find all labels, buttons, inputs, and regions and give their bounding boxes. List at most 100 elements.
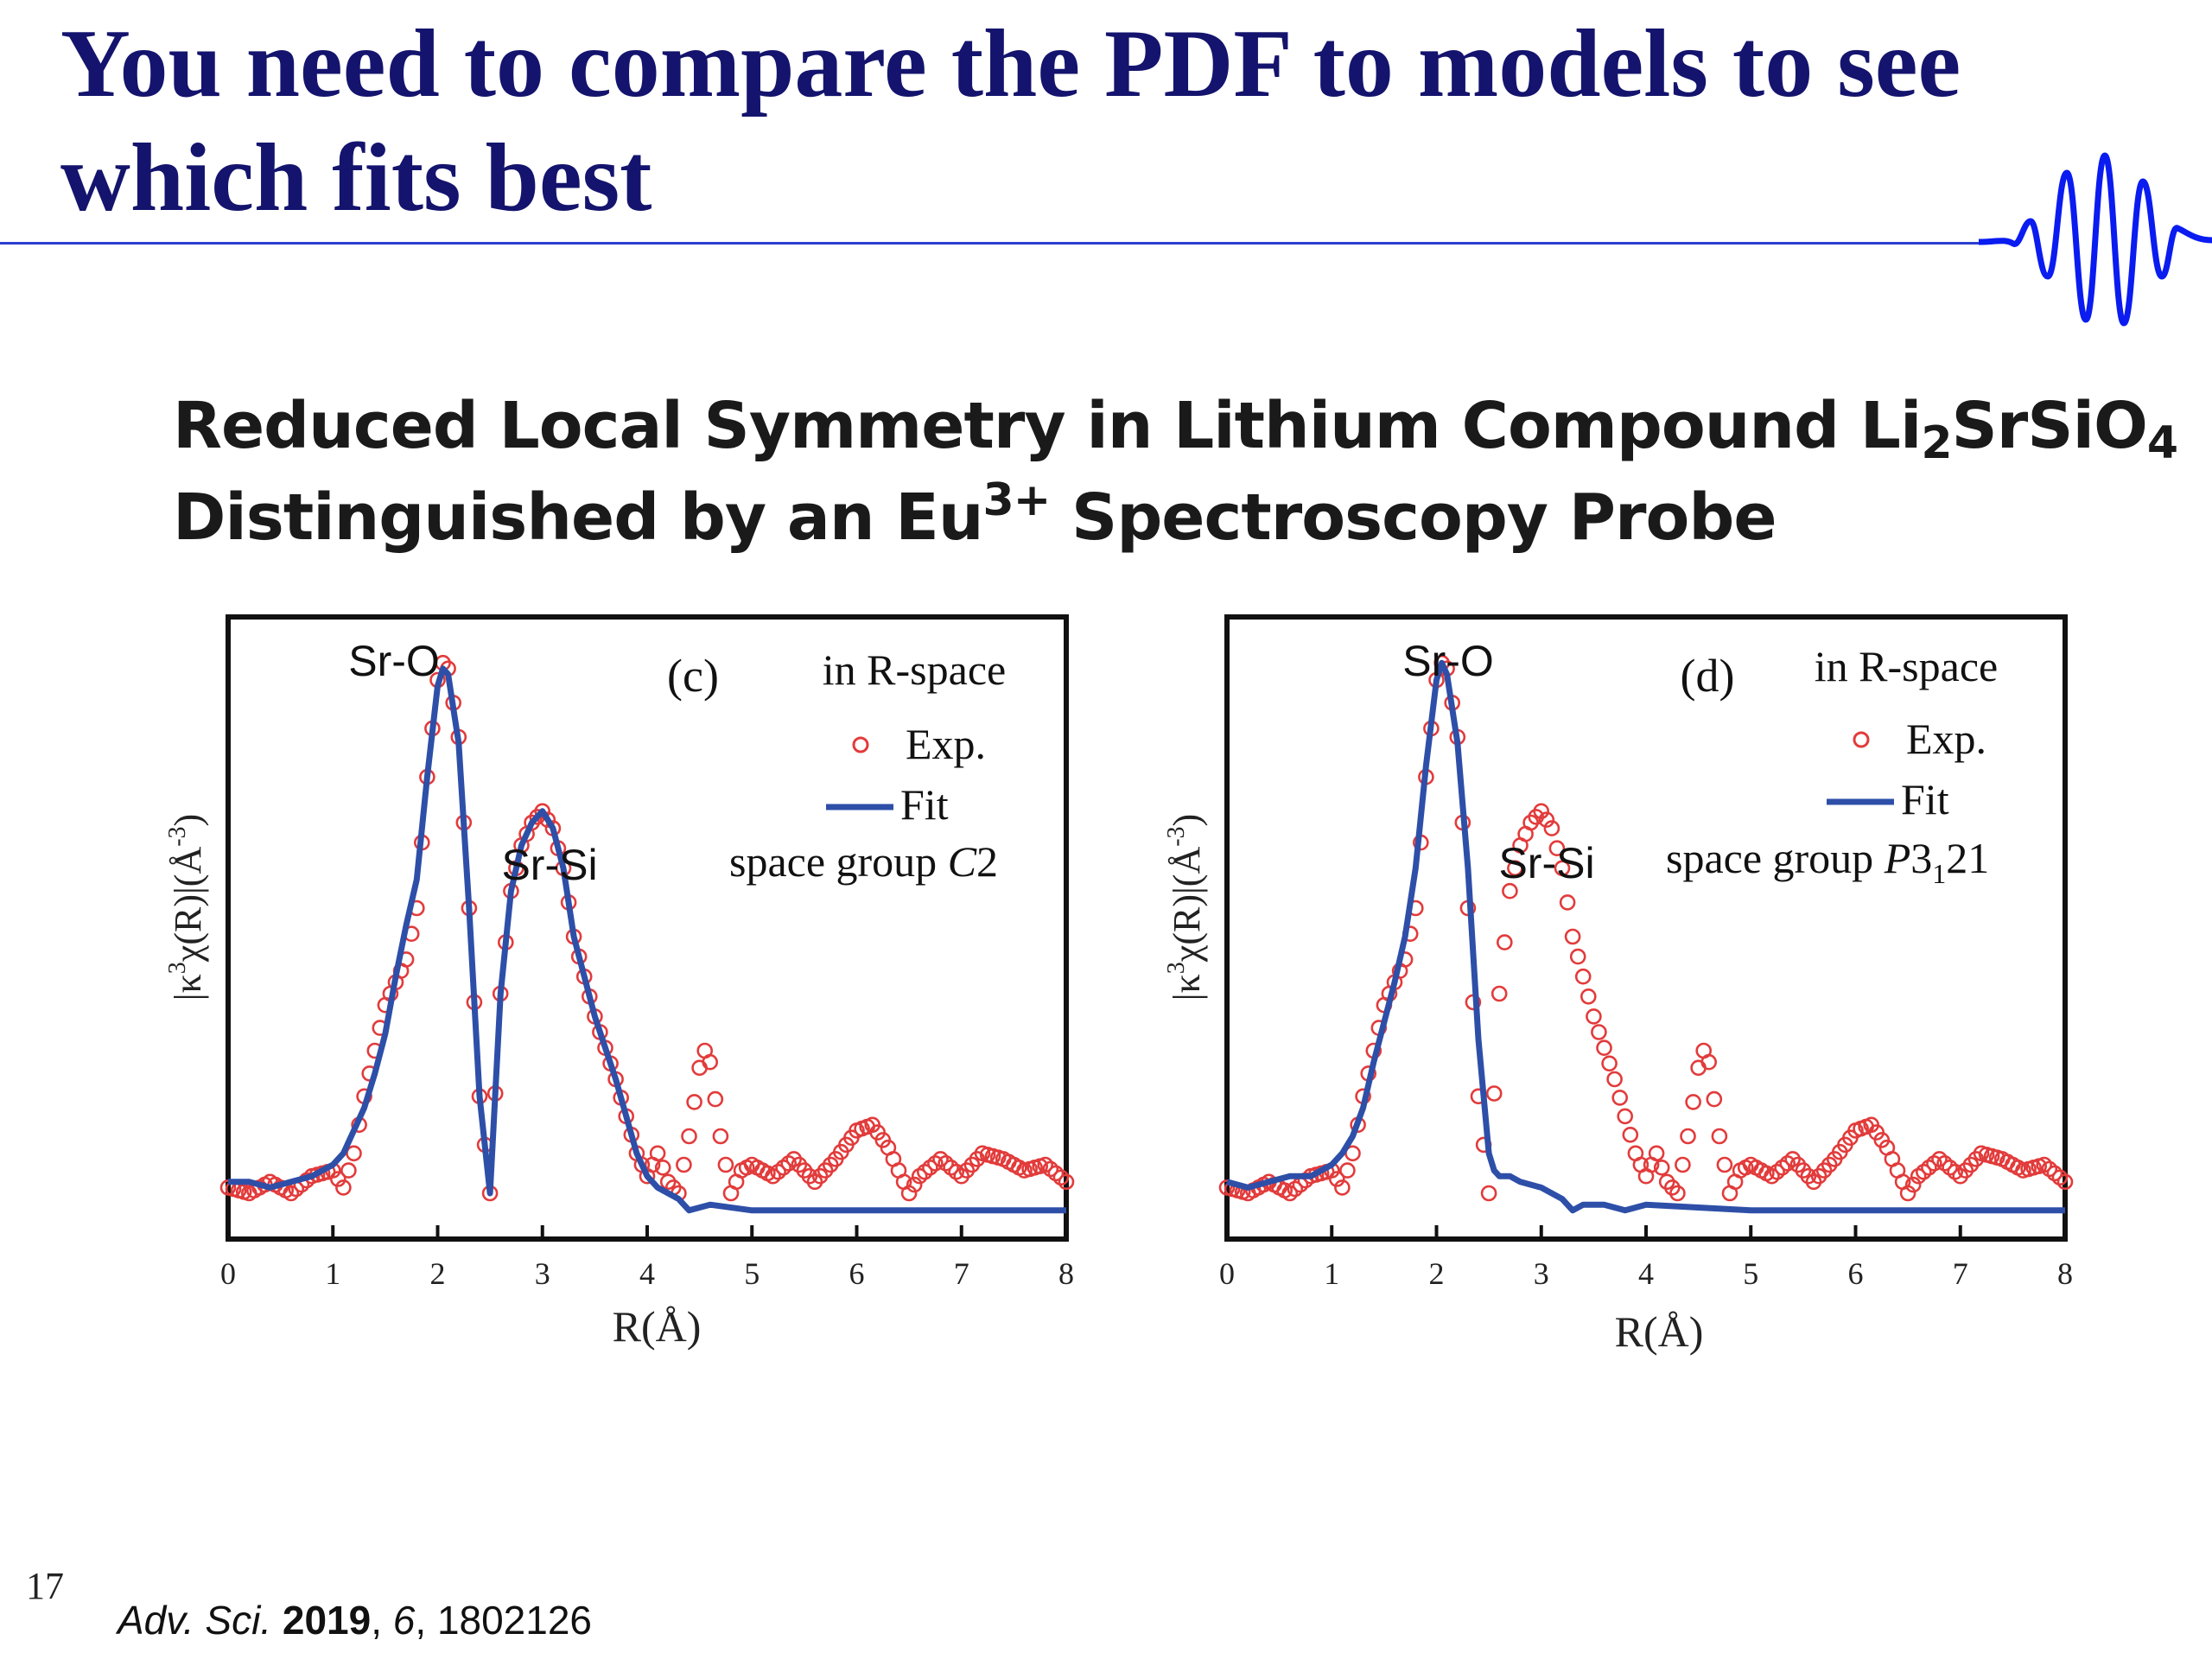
fit-line: [228, 665, 1066, 1214]
x-tick-label: 5: [1743, 1256, 1758, 1291]
exp-point: [534, 803, 551, 820]
citation-sep2: ,: [371, 1598, 393, 1643]
exp-point: [1502, 882, 1518, 899]
x-tick-labels: 0 1 2 3 4 5 6 7 8: [1219, 1256, 2073, 1291]
legend-exp-label: Exp.: [1906, 715, 1986, 763]
exp-point: [1491, 985, 1508, 1002]
exp-point: [681, 1128, 697, 1145]
exp-point: [707, 1090, 724, 1108]
slide-title: You need to compare the PDF to models to…: [60, 7, 2048, 235]
exp-point: [1564, 928, 1581, 945]
y-axis-label: |κ3χ(R)|(Å-3): [1163, 814, 1208, 1001]
x-ticks: [226, 1225, 1068, 1241]
exp-point: [539, 811, 556, 828]
citation-sep3: ,: [415, 1598, 437, 1643]
exp-point: [1716, 1156, 1733, 1173]
exp-point: [1548, 840, 1566, 857]
exp-point: [938, 1154, 954, 1172]
x-tick-label: 4: [1638, 1256, 1654, 1291]
paper-title-sub2: 4: [2146, 417, 2178, 469]
paper-title: Reduced Local Symmetry in Lithium Compou…: [173, 380, 2178, 563]
x-tick-label: 1: [1324, 1256, 1339, 1291]
paper-title-text-a: Reduced Local Symmetry in Lithium Compou…: [173, 389, 1922, 463]
exp-point: [717, 1156, 734, 1173]
exp-point: [1596, 1039, 1612, 1057]
exp-point: [283, 1185, 300, 1202]
panel-label: (c): [667, 650, 719, 702]
x-tick-label: 7: [954, 1256, 969, 1291]
exp-point: [1496, 934, 1513, 950]
exp-point: [676, 1156, 692, 1173]
slide-title-line2: which fits best: [60, 124, 652, 232]
legend-header: in R-space: [823, 645, 1006, 694]
citation-volume: 6: [392, 1598, 416, 1643]
exp-point: [1653, 1159, 1670, 1176]
exp-point: [1611, 1090, 1629, 1106]
citation-sep1: [271, 1598, 283, 1643]
exp-point: [1507, 860, 1523, 877]
exp-point: [1617, 1108, 1634, 1125]
exp-point: [1947, 1163, 1964, 1180]
exp-point: [1334, 1179, 1351, 1196]
exp-point: [1669, 1185, 1686, 1202]
paper-title-line2: Distinguished by an Eu3+ Spectroscopy Pr…: [173, 472, 2177, 563]
exp-point: [1591, 1024, 1607, 1040]
slide-title-line1: You need to compare the PDF to models to…: [60, 10, 1961, 118]
exp-point: [2056, 1173, 2074, 1191]
exp-point: [1779, 1155, 1796, 1172]
exp-point: [1904, 1176, 1922, 1193]
y-axis-label: |κ3χ(R)|(Å-3): [164, 814, 209, 1001]
citation-journal: Adv. Sci.: [118, 1598, 272, 1643]
legend-exp-marker: [1853, 731, 1870, 748]
legend-exp-marker: [852, 736, 869, 753]
fit-line: [1226, 659, 2065, 1214]
exp-point: [1569, 948, 1586, 965]
exp-point: [770, 1163, 786, 1180]
x-tick-label: 8: [1058, 1256, 1074, 1291]
space-group-annotation: space group P3121: [1666, 834, 1989, 889]
x-ticks: [1225, 1225, 2067, 1241]
panel-label: (d): [1681, 650, 1735, 702]
x-tick-label: 5: [744, 1256, 760, 1291]
x-tick-label: 7: [1953, 1256, 1968, 1291]
series-fit: [228, 665, 1066, 1214]
exp-point: [1680, 1128, 1696, 1145]
exp-point: [1606, 1071, 1623, 1088]
space-group-annotation: space group C2: [729, 837, 998, 886]
x-tick-label: 4: [639, 1256, 655, 1291]
exp-point: [1480, 1185, 1497, 1202]
exp-point: [335, 1179, 352, 1196]
paper-title-text-d: Spectroscopy Probe: [1050, 480, 1777, 555]
x-tick-labels: 0 1 2 3 4 5 6 7 8: [220, 1256, 1074, 1291]
exp-point: [1601, 1055, 1618, 1072]
citation: Adv. Sci. 2019, 6, 1802126: [118, 1597, 592, 1643]
exp-point: [1675, 1156, 1691, 1173]
peak-label-sr-si: Sr-Si: [501, 841, 597, 889]
exp-point: [1485, 1085, 1503, 1102]
paper-title-line1: Reduced Local Symmetry in Lithium Compou…: [173, 380, 2178, 472]
x-tick-label: 8: [2057, 1256, 2073, 1291]
series-fit: [1226, 659, 2065, 1214]
title-underline: [0, 242, 1987, 245]
citation-article: 1802126: [436, 1598, 593, 1643]
x-tick-label: 6: [1848, 1256, 1864, 1291]
exp-point: [649, 1145, 666, 1162]
legend-fit-label: Fit: [1901, 775, 1949, 823]
exp-point: [1538, 811, 1555, 828]
exp-point: [1554, 860, 1571, 877]
exp-point: [1058, 1173, 1075, 1191]
exp-point: [1281, 1185, 1299, 1202]
x-tick-label: 0: [220, 1256, 236, 1291]
exp-point: [1899, 1185, 1916, 1202]
exp-point: [712, 1128, 729, 1145]
exp-point: [900, 1185, 918, 1202]
paper-title-sup: 3+: [982, 474, 1052, 526]
x-tick-label: 2: [430, 1256, 446, 1291]
exp-point: [330, 1171, 346, 1187]
x-axis-label: R(Å): [1615, 1307, 1704, 1356]
exp-point: [1706, 1090, 1723, 1108]
exp-point: [1769, 1163, 1785, 1180]
exp-point: [1543, 820, 1560, 836]
